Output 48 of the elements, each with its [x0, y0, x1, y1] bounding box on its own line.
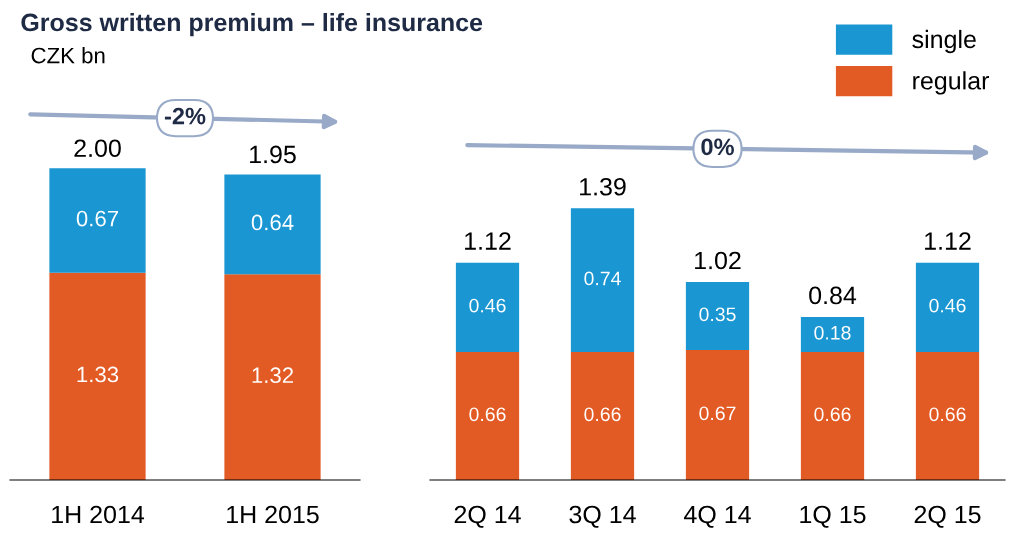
data-label: 0.66 — [584, 407, 621, 422]
bar — [915, 262, 980, 352]
bar — [455, 262, 520, 352]
total-label: 1.12 — [465, 232, 511, 250]
x-tick-label: 1Q 15 — [800, 505, 866, 528]
data-label: 0.66 — [929, 407, 966, 422]
text: 0% — [701, 138, 734, 156]
bar — [800, 351, 865, 480]
data-label: 1.33 — [77, 366, 119, 383]
data-label: 1.32 — [252, 367, 294, 384]
total-label: 1.12 — [925, 232, 971, 250]
data-label: 0.67 — [76, 210, 119, 227]
legend-label: single — [912, 29, 976, 54]
bar — [49, 272, 146, 480]
total-label: 0.84 — [809, 286, 857, 305]
bar — [224, 274, 321, 480]
x-tick-label: 1H 2015 — [227, 505, 319, 524]
data-label: 0.66 — [814, 407, 851, 422]
data-label: 0.18 — [814, 325, 851, 340]
bar — [685, 349, 750, 480]
chart-subtitle: CZK bn — [31, 47, 105, 64]
data-label: 0.35 — [699, 307, 736, 322]
data-label: 0.46 — [929, 298, 966, 313]
total-label: 1.39 — [580, 177, 626, 196]
bar — [224, 174, 321, 275]
data-label: 0.46 — [469, 298, 506, 313]
text: -2% — [164, 107, 206, 125]
legend-label: regular — [913, 71, 990, 95]
data-label: 0.74 — [584, 271, 621, 286]
data-label: 0.67 — [699, 406, 736, 421]
x-tick-label: 2Q 15 — [914, 505, 981, 528]
bar — [915, 351, 980, 480]
data-label: 0.64 — [251, 214, 294, 231]
chart-title: Gross written premium – life insurance — [21, 12, 483, 37]
total-label: 2.00 — [74, 139, 121, 158]
x-tick-label: 1H 2014 — [52, 505, 145, 524]
bar — [455, 351, 520, 480]
data-label: 0.66 — [469, 407, 506, 422]
bar — [570, 351, 635, 480]
x-tick-label: 4Q 14 — [684, 505, 751, 528]
x-tick-label: 2Q 14 — [454, 505, 521, 528]
total-label: 1.02 — [695, 251, 741, 270]
x-tick-label: 3Q 14 — [569, 505, 636, 528]
bar — [570, 208, 635, 352]
total-label: 1.95 — [250, 145, 296, 164]
bar — [685, 282, 750, 350]
bar — [800, 316, 865, 352]
bar — [49, 168, 146, 273]
